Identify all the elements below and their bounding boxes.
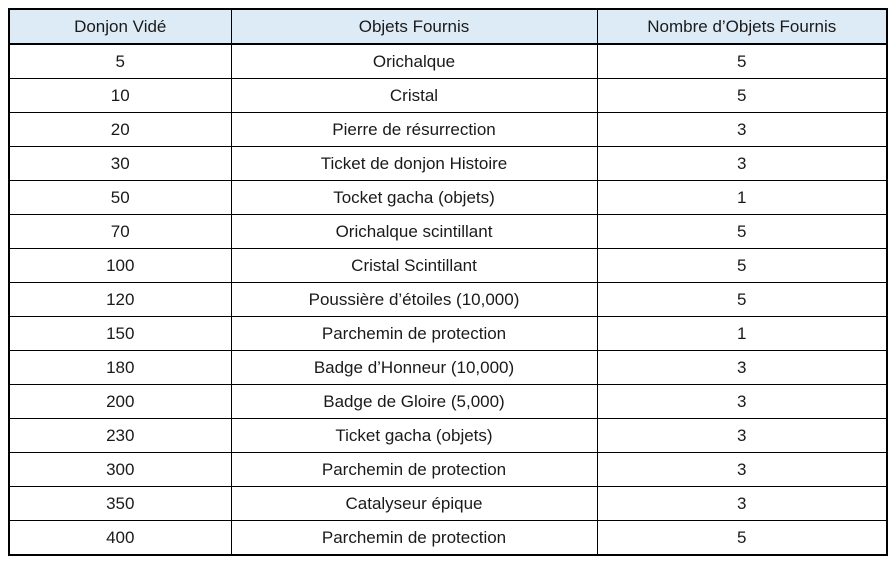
table-row: 10 Cristal 5 [8, 78, 888, 113]
nombre-cell: 5 [596, 282, 888, 317]
donjon-cell: 200 [8, 384, 232, 419]
donjon-cell: 30 [8, 146, 232, 181]
nombre-cell: 5 [596, 214, 888, 249]
nombre-cell: 3 [596, 350, 888, 385]
donjon-cell: 180 [8, 350, 232, 385]
header-objets-fournis: Objets Fournis [230, 8, 598, 45]
nombre-cell: 5 [596, 43, 888, 79]
nombre-cell: 3 [596, 418, 888, 453]
objet-cell: Catalyseur épique [230, 486, 598, 521]
table-row: 100 Cristal Scintillant 5 [8, 248, 888, 283]
objet-cell: Poussière d’étoiles (10,000) [230, 282, 598, 317]
table-row: 230 Ticket gacha (objets) 3 [8, 418, 888, 453]
objet-cell: Badge de Gloire (5,000) [230, 384, 598, 419]
table-row: 30 Ticket de donjon Histoire 3 [8, 146, 888, 181]
dungeon-reward-table: Donjon Vidé Objets Fournis Nombre d’Obje… [8, 8, 888, 556]
table-row: 20 Pierre de résurrection 3 [8, 112, 888, 147]
donjon-cell: 5 [8, 43, 232, 79]
objet-cell: Badge d’Honneur (10,000) [230, 350, 598, 385]
table-row: 300 Parchemin de protection 3 [8, 452, 888, 487]
table-row: 70 Orichalque scintillant 5 [8, 214, 888, 249]
table-row: 400 Parchemin de protection 5 [8, 520, 888, 556]
table-header-row: Donjon Vidé Objets Fournis Nombre d’Obje… [8, 8, 888, 45]
objet-cell: Ticket gacha (objets) [230, 418, 598, 453]
objet-cell: Tocket gacha (objets) [230, 180, 598, 215]
donjon-cell: 10 [8, 78, 232, 113]
objet-cell: Cristal Scintillant [230, 248, 598, 283]
nombre-cell: 3 [596, 146, 888, 181]
donjon-cell: 300 [8, 452, 232, 487]
table-row: 150 Parchemin de protection 1 [8, 316, 888, 351]
header-donjon-vide: Donjon Vidé [8, 8, 232, 45]
donjon-cell: 100 [8, 248, 232, 283]
objet-cell: Parchemin de protection [230, 316, 598, 351]
table-row: 50 Tocket gacha (objets) 1 [8, 180, 888, 215]
objet-cell: Orichalque [230, 43, 598, 79]
donjon-cell: 400 [8, 520, 232, 556]
nombre-cell: 3 [596, 384, 888, 419]
nombre-cell: 3 [596, 112, 888, 147]
objet-cell: Ticket de donjon Histoire [230, 146, 598, 181]
donjon-cell: 150 [8, 316, 232, 351]
table-row: 350 Catalyseur épique 3 [8, 486, 888, 521]
nombre-cell: 5 [596, 520, 888, 556]
nombre-cell: 3 [596, 452, 888, 487]
donjon-cell: 70 [8, 214, 232, 249]
objet-cell: Parchemin de protection [230, 520, 598, 556]
donjon-cell: 120 [8, 282, 232, 317]
nombre-cell: 1 [596, 180, 888, 215]
objet-cell: Parchemin de protection [230, 452, 598, 487]
objet-cell: Cristal [230, 78, 598, 113]
table-row: 5 Orichalque 5 [8, 43, 888, 79]
table-row: 200 Badge de Gloire (5,000) 3 [8, 384, 888, 419]
objet-cell: Pierre de résurrection [230, 112, 598, 147]
objet-cell: Orichalque scintillant [230, 214, 598, 249]
nombre-cell: 3 [596, 486, 888, 521]
donjon-cell: 50 [8, 180, 232, 215]
donjon-cell: 230 [8, 418, 232, 453]
nombre-cell: 5 [596, 78, 888, 113]
header-nombre-objets-fournis: Nombre d’Objets Fournis [596, 8, 888, 45]
table-row: 120 Poussière d’étoiles (10,000) 5 [8, 282, 888, 317]
donjon-cell: 350 [8, 486, 232, 521]
nombre-cell: 5 [596, 248, 888, 283]
reward-table-container: Donjon Vidé Objets Fournis Nombre d’Obje… [8, 8, 888, 556]
donjon-cell: 20 [8, 112, 232, 147]
table-row: 180 Badge d’Honneur (10,000) 3 [8, 350, 888, 385]
nombre-cell: 1 [596, 316, 888, 351]
